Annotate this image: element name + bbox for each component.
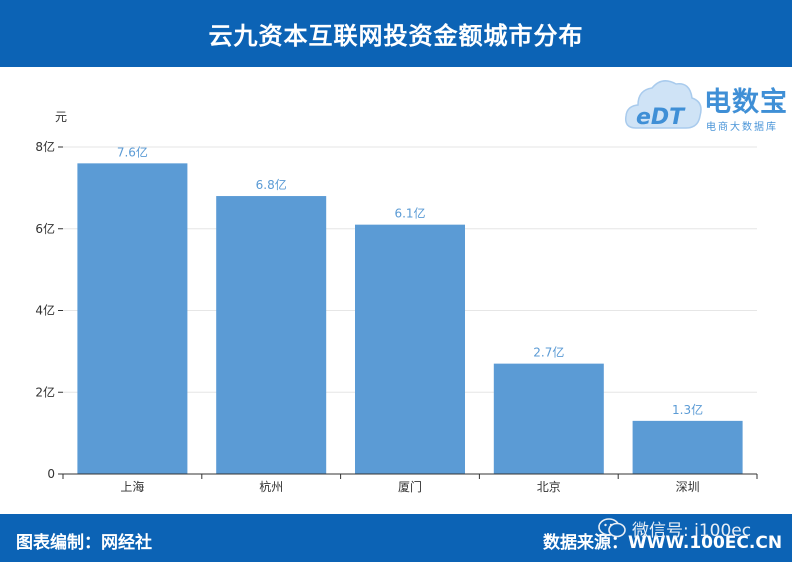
bar-chart: 7.6亿 6.8亿 6.1亿 2.7亿 1.3亿 0 2亿 4亿 6亿 8亿 上海 杭州 厦门 北京 深… <box>35 110 758 494</box>
x-tick-label: 上海 <box>120 479 144 494</box>
chart-header: 云九资本互联网投资金额城市分布 <box>0 0 792 67</box>
y-tick-label: 6亿 <box>35 221 55 236</box>
data-labels: 7.6亿 6.8亿 6.1亿 2.7亿 1.3亿 <box>117 144 703 417</box>
data-source: 数据来源：WWW.100EC.CN <box>543 533 783 553</box>
bar-5 <box>632 420 743 474</box>
chart-editor-credit: 图表编制：网经社 <box>16 533 152 553</box>
logo-subtitle: 电商大数据库 <box>706 122 778 133</box>
y-tick-label: 4亿 <box>35 303 55 318</box>
y-tick-label: 0 <box>47 467 55 481</box>
bar-1 <box>77 163 188 474</box>
chart-footer: 图表编制：网经社 数据来源：WWW.100EC.CN 微信号: i100ec <box>0 514 792 562</box>
y-axis-ticks: 0 2亿 4亿 6亿 8亿 <box>35 139 63 481</box>
y-tick-label: 2亿 <box>35 384 55 399</box>
x-tick-label: 杭州 <box>259 479 283 494</box>
x-axis-ticks: 上海 杭州 厦门 北京 深圳 <box>62 474 758 494</box>
bar-2 <box>216 196 327 475</box>
y-axis-label: 元 <box>55 110 67 124</box>
edt-logo: eDT 电数宝 电商大数据库 <box>624 72 789 137</box>
bars <box>77 163 743 475</box>
x-tick-label: 深圳 <box>676 480 700 494</box>
x-tick-label: 厦门 <box>398 479 422 494</box>
data-label: 2.7亿 <box>533 345 564 360</box>
x-tick-label: 北京 <box>537 480 561 494</box>
y-tick-label: 8亿 <box>35 139 55 154</box>
data-label: 7.6亿 <box>117 144 148 159</box>
data-label: 6.8亿 <box>256 177 287 192</box>
logo-mark: eDT <box>636 105 686 130</box>
data-label: 1.3亿 <box>672 402 703 417</box>
logo-brand: 电数宝 <box>704 87 788 118</box>
chart-title: 云九资本互联网投资金额城市分布 <box>208 22 584 50</box>
wechat-id: 微信号: i100ec <box>598 516 752 541</box>
wechat-icon <box>598 518 626 538</box>
wechat-label: 微信号: i100ec <box>632 520 752 541</box>
cloud-logo-icon: eDT <box>624 80 702 130</box>
bar-4 <box>493 363 604 474</box>
bar-3 <box>355 224 465 474</box>
data-label: 6.1亿 <box>394 206 425 221</box>
